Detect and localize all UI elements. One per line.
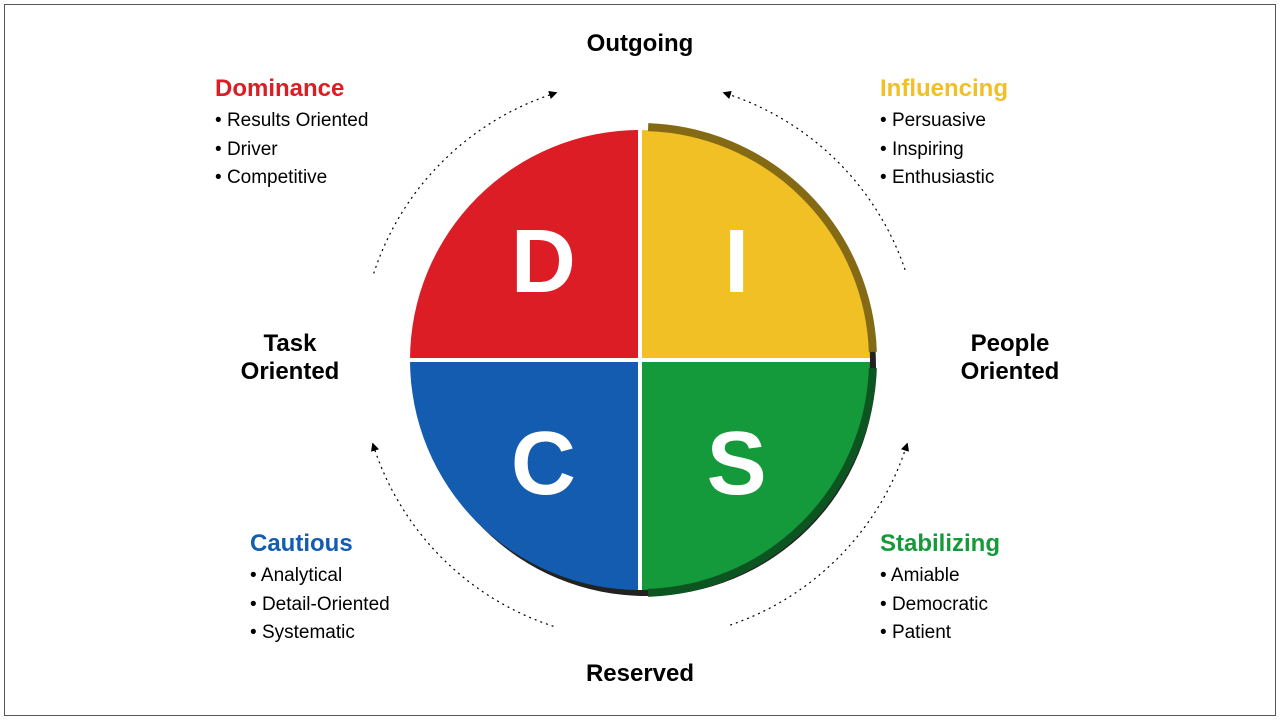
section-dominance-title: Dominance [215, 75, 475, 103]
axis-top-label: Outgoing [540, 30, 740, 58]
section-cautious-title: Cautious [250, 530, 510, 558]
quadrant-letter-I: I [724, 212, 749, 312]
section-dominance: Dominance Results Oriented Driver Compet… [215, 75, 475, 193]
list-item: Driver [215, 136, 475, 165]
list-item: Enthusiastic [880, 164, 1140, 193]
section-stabilizing: Stabilizing Amiable Democratic Patient [880, 530, 1140, 648]
section-stabilizing-title: Stabilizing [880, 530, 1140, 558]
list-item: Systematic [250, 619, 510, 648]
section-influencing-title: Influencing [880, 75, 1140, 103]
section-dominance-items: Results Oriented Driver Competitive [215, 107, 475, 193]
section-influencing-items: Persuasive Inspiring Enthusiastic [880, 107, 1140, 193]
list-item: Results Oriented [215, 107, 475, 136]
list-item: Persuasive [880, 107, 1140, 136]
list-item: Analytical [250, 562, 510, 591]
quadrant-I [640, 130, 870, 360]
quadrant-letter-S: S [707, 414, 767, 514]
section-cautious-items: Analytical Detail-Oriented Systematic [250, 562, 510, 648]
list-item: Patient [880, 619, 1140, 648]
axis-left-label: Task Oriented [210, 330, 370, 385]
axis-right-label: People Oriented [910, 330, 1110, 385]
list-item: Competitive [215, 164, 475, 193]
axis-left-line2: Oriented [210, 358, 370, 386]
list-item: Democratic [880, 591, 1140, 620]
quadrant-letter-D: D [511, 212, 576, 312]
axis-bottom-label: Reserved [540, 660, 740, 688]
axis-left-line1: Task [210, 330, 370, 358]
section-cautious: Cautious Analytical Detail-Oriented Syst… [250, 530, 510, 648]
axis-right-line2: Oriented [910, 358, 1110, 386]
list-item: Detail-Oriented [250, 591, 510, 620]
axis-right-line1: People [910, 330, 1110, 358]
section-influencing: Influencing Persuasive Inspiring Enthusi… [880, 75, 1140, 193]
section-stabilizing-items: Amiable Democratic Patient [880, 562, 1140, 648]
quadrant-letter-C: C [511, 414, 576, 514]
disc-diagram: D I C S Outgoing Reserved Task Oriented Peo… [0, 0, 1280, 720]
list-item: Inspiring [880, 136, 1140, 165]
list-item: Amiable [880, 562, 1140, 591]
